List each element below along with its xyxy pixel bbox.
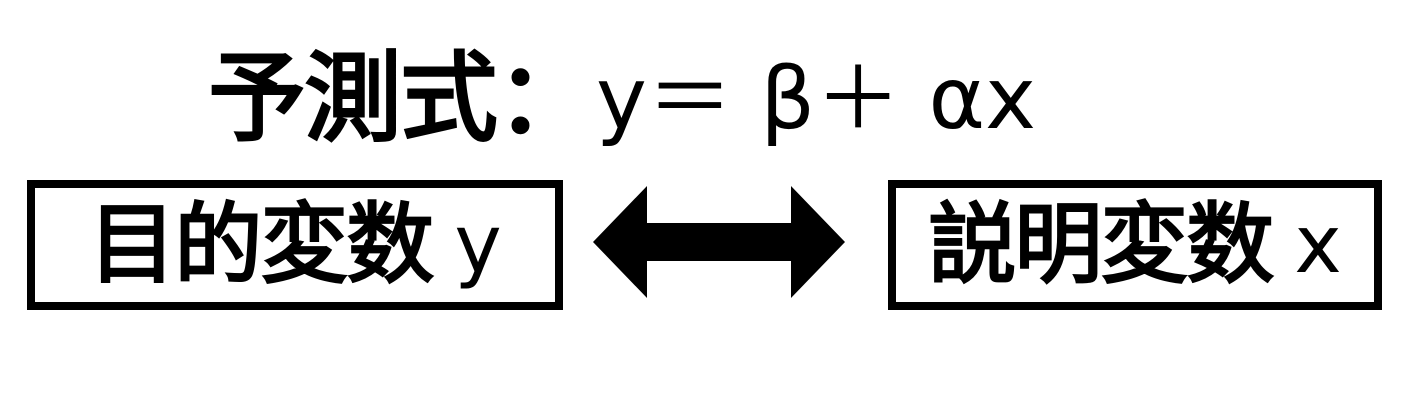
target-variable-box: 目的変数 y xyxy=(27,180,563,310)
explanatory-variable-term: 説明変数 xyxy=(928,193,1274,296)
formula-expression: y＝ β＋ αx xyxy=(596,49,1037,149)
prediction-formula: 予測式： y＝ β＋ αx xyxy=(208,24,1036,174)
target-variable-term: 目的変数 xyxy=(88,193,434,296)
explanatory-variable-symbol: x xyxy=(1294,198,1342,291)
formula-label: 予測式： xyxy=(208,42,594,156)
explanatory-variable-box: 説明変数 x xyxy=(888,180,1382,310)
double-arrow-icon xyxy=(593,186,845,298)
double-arrow-shape xyxy=(593,186,845,298)
target-variable-symbol: y xyxy=(454,198,502,291)
